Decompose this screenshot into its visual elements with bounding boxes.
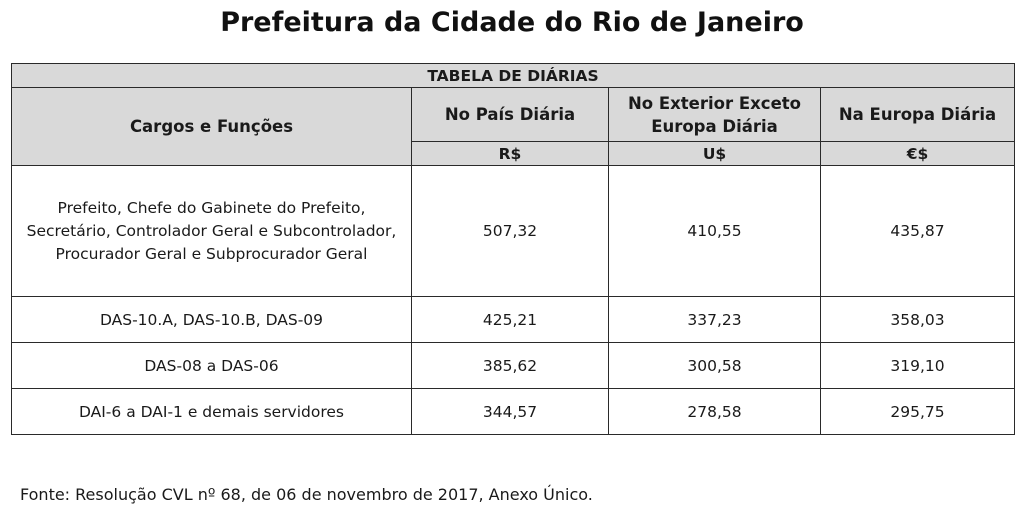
header-row: Cargos e Funções No País Diária No Exter… [11,87,1016,166]
row-role: DAS-08 a DAS-06 [11,342,412,389]
table-row: Prefeito, Chefe do Gabinete do Prefeito,… [11,165,1016,297]
table-caption-row: TABELA DE DIÁRIAS [10,63,1016,88]
row-domestic-value: 385,62 [411,342,609,389]
row-role: DAS-10.A, DAS-10.B, DAS-09 [11,296,412,343]
row-domestic-value: 425,21 [411,296,609,343]
currency-domestic: R$ [411,141,609,166]
header-abroad: No Exterior Exceto Europa Diária [608,87,821,142]
table-row: DAS-08 a DAS-06 385,62 300,58 319,10 [11,342,1016,389]
row-europe-value: 319,10 [819,342,1016,389]
currency-europe: €$ [819,141,1016,166]
row-europe-value: 295,75 [819,388,1016,435]
row-europe-value: 435,87 [819,165,1016,297]
header-europe: Na Europa Diária [819,87,1016,142]
currency-abroad: U$ [608,141,821,166]
header-role: Cargos e Funções [11,87,412,166]
row-abroad-value: 337,23 [608,296,821,343]
table-row: DAI-6 a DAI-1 e demais servidores 344,57… [11,388,1016,435]
table-caption: TABELA DE DIÁRIAS [10,63,1016,88]
row-abroad-value: 300,58 [608,342,821,389]
source-note: Fonte: Resolução CVL nº 68, de 06 de nov… [20,485,593,504]
row-abroad-value: 278,58 [608,388,821,435]
allowance-table: TABELA DE DIÁRIAS Cargos e Funções No Pa… [10,63,1016,435]
row-role: Prefeito, Chefe do Gabinete do Prefeito,… [11,165,412,297]
page-title: Prefeitura da Cidade do Rio de Janeiro [220,7,804,38]
row-europe-value: 358,03 [819,296,1016,343]
row-domestic-value: 507,32 [411,165,609,297]
row-abroad-value: 410,55 [608,165,821,297]
header-domestic: No País Diária [411,87,609,142]
table-row: DAS-10.A, DAS-10.B, DAS-09 425,21 337,23… [11,296,1016,343]
row-role: DAI-6 a DAI-1 e demais servidores [11,388,412,435]
row-domestic-value: 344,57 [411,388,609,435]
currency-row: R$ U$ €$ [12,141,1016,166]
